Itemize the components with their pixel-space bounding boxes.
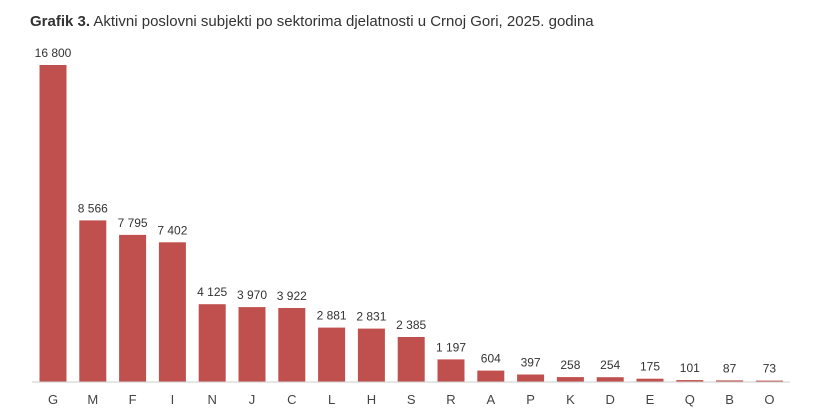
value-label-E: 175	[640, 360, 660, 374]
category-label-B: B	[725, 392, 734, 407]
category-label-Q: Q	[685, 392, 695, 407]
value-label-F: 7 795	[118, 216, 148, 230]
category-label-O: O	[764, 392, 774, 407]
chart-title-text: Aktivni poslovni subjekti po sektorima d…	[93, 13, 594, 30]
value-label-I: 7 402	[157, 223, 187, 237]
category-label-P: P	[526, 392, 535, 407]
bar-S	[397, 337, 425, 382]
bar-Q	[676, 380, 704, 382]
bar-M	[79, 220, 107, 382]
chart-title-prefix: Grafik 3.	[30, 13, 91, 30]
value-label-B: 87	[723, 361, 737, 375]
bar-E	[636, 378, 664, 382]
category-label-N: N	[208, 392, 217, 407]
bar-C	[278, 308, 306, 382]
bar-J	[238, 307, 266, 382]
value-label-D: 254	[600, 358, 620, 372]
bar-L	[318, 327, 346, 382]
value-label-R: 1 197	[436, 340, 466, 354]
category-label-I: I	[171, 392, 175, 407]
bar-D	[596, 377, 624, 382]
value-label-S: 2 385	[396, 318, 426, 332]
bar-F	[119, 234, 147, 382]
value-label-N: 4 125	[197, 285, 227, 299]
category-label-S: S	[407, 392, 416, 407]
bar-K	[556, 377, 584, 382]
value-label-C: 3 922	[277, 289, 307, 303]
category-label-M: M	[87, 392, 98, 407]
value-label-Q: 101	[680, 361, 700, 375]
bar-R	[437, 359, 465, 382]
bar-B	[716, 380, 744, 382]
value-label-L: 2 881	[317, 309, 347, 323]
value-label-H: 2 831	[356, 310, 386, 324]
category-label-E: E	[646, 392, 655, 407]
category-label-R: R	[446, 392, 455, 407]
value-label-G: 16 800	[35, 46, 72, 60]
category-label-J: J	[249, 392, 256, 407]
category-label-A: A	[486, 392, 495, 407]
value-label-O: 73	[763, 362, 777, 376]
category-label-K: K	[566, 392, 575, 407]
category-label-H: H	[367, 392, 376, 407]
category-label-C: C	[287, 392, 296, 407]
bar-H	[357, 328, 385, 382]
bar-O	[755, 380, 783, 382]
value-label-K: 258	[560, 358, 580, 372]
category-label-L: L	[328, 392, 335, 407]
value-label-J: 3 970	[237, 288, 267, 302]
category-label-F: F	[129, 392, 137, 407]
category-label-G: G	[48, 392, 58, 407]
bar-P	[517, 374, 545, 382]
value-labels-group: 16 800 8 566 7 795 7 402 4 125 3 970 3 922 2 88…	[35, 46, 777, 376]
value-label-M: 8 566	[78, 201, 108, 215]
chart-title: Grafik 3. Aktivni poslovni subjekti po s…	[30, 13, 594, 30]
bar-I	[158, 242, 186, 382]
value-label-P: 397	[521, 356, 541, 370]
bar-N	[198, 304, 226, 382]
bar-A	[477, 370, 505, 382]
bar-G	[39, 65, 67, 382]
value-label-A: 604	[481, 352, 501, 366]
bars-group	[39, 65, 783, 382]
category-label-D: D	[606, 392, 615, 407]
